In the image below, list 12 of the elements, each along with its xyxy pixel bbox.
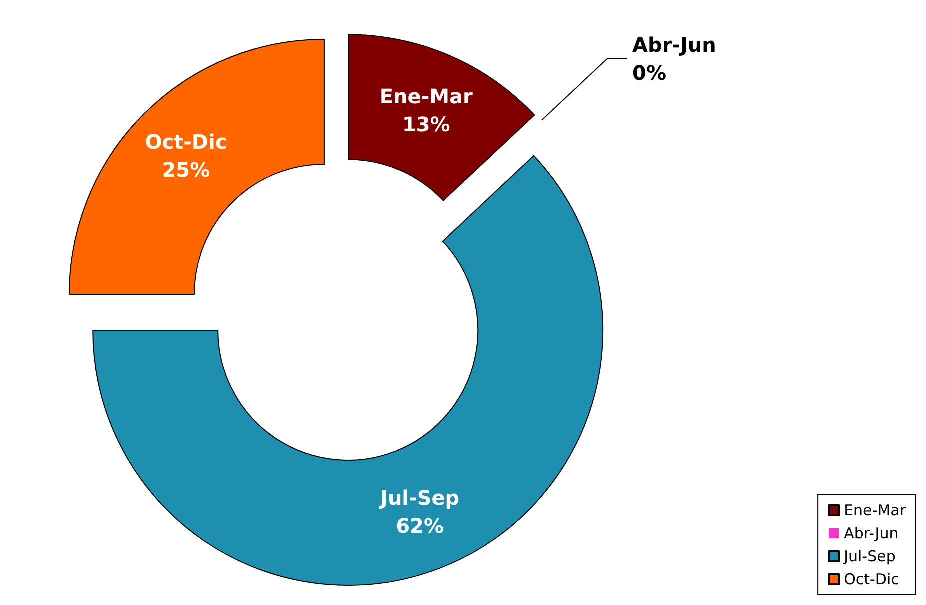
legend-label: Ene-Mar [844, 502, 907, 520]
legend-label: Abr-Jun [844, 524, 899, 542]
category-label: Abr-Jun [632, 32, 716, 57]
slice-label: Jul-Sep [378, 486, 460, 510]
data-label: 25% [162, 158, 210, 182]
legend-label: Oct-Dic [844, 570, 900, 588]
slice-label: Ene-Mar [380, 84, 474, 108]
data-label: 62% [396, 514, 444, 538]
slice-label: Oct-Dic [145, 130, 228, 154]
text: 0% [632, 60, 666, 85]
data-label: 13% [402, 112, 450, 136]
legend-label: Jul-Sep [843, 548, 896, 566]
